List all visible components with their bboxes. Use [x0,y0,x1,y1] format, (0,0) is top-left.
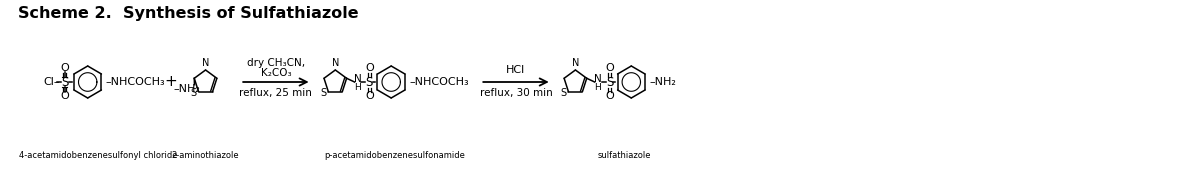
Text: sulfathiazole: sulfathiazole [598,150,650,159]
Text: S: S [606,76,613,88]
Text: N: N [571,58,580,67]
Text: 2-aminothiazole: 2-aminothiazole [172,150,239,159]
Text: reflux, 30 min: reflux, 30 min [480,88,552,98]
Text: S: S [191,88,197,98]
Text: O: O [365,91,373,101]
Text: dry CH₃CN,: dry CH₃CN, [247,58,305,68]
Text: O: O [60,91,70,101]
Text: H: H [594,82,601,92]
Text: 4-acetamidobenzenesulfonyl chloride: 4-acetamidobenzenesulfonyl chloride [19,150,178,159]
Text: reflux, 25 min: reflux, 25 min [240,88,312,98]
Text: HCl: HCl [506,65,526,75]
Text: –NHCOCH₃: –NHCOCH₃ [409,77,469,87]
Text: O: O [365,63,373,73]
Text: K₂CO₃: K₂CO₃ [260,68,292,78]
Text: O: O [605,63,614,73]
Text: S: S [560,88,566,98]
Text: N: N [354,74,361,84]
Text: Cl–: Cl– [43,77,60,87]
Text: N: N [331,58,340,67]
Text: S: S [366,76,373,88]
Text: –NH₂: –NH₂ [649,77,676,87]
Text: Scheme 2.  Synthesis of Sulfathiazole: Scheme 2. Synthesis of Sulfathiazole [18,6,359,21]
Text: +: + [164,75,178,90]
Text: O: O [605,91,614,101]
Text: –NH₂: –NH₂ [173,84,200,94]
Text: N: N [202,58,209,67]
Text: S: S [320,88,326,98]
Text: H: H [354,82,361,92]
Text: N: N [594,74,601,84]
Text: O: O [60,63,70,73]
Text: S: S [61,76,68,88]
Text: –NHCOCH₃: –NHCOCH₃ [106,77,166,87]
Text: p-acetamidobenzenesulfonamide: p-acetamidobenzenesulfonamide [324,150,466,159]
